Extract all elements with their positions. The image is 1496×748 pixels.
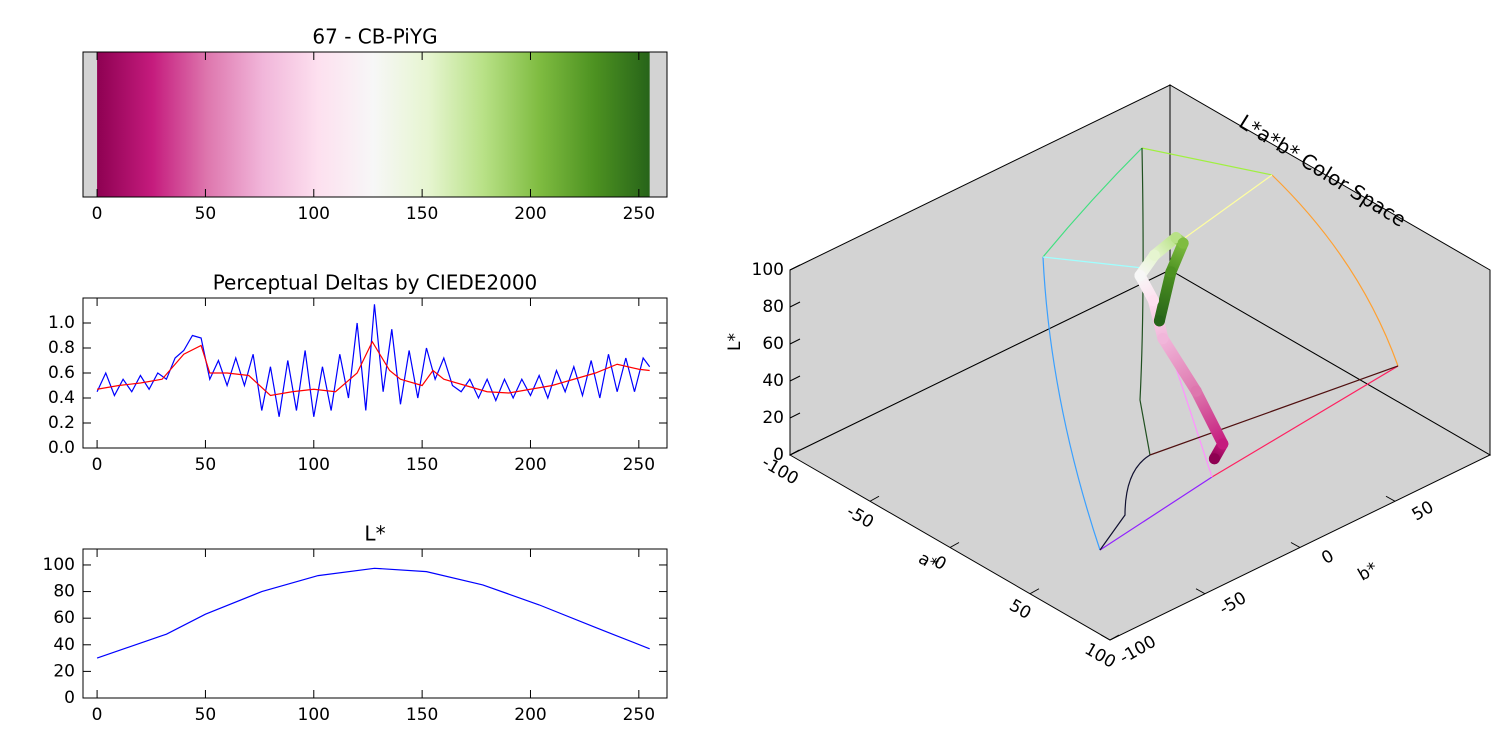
trajectory-point xyxy=(1217,438,1229,450)
x-tick-label: 100 xyxy=(1081,639,1119,673)
y-tick-label: 0.0 xyxy=(48,438,75,458)
y-tick-label: 0.2 xyxy=(48,413,75,433)
y-tick-label: 50 xyxy=(1409,497,1438,525)
trajectory-segment xyxy=(1153,266,1177,327)
x-tick xyxy=(1109,634,1120,641)
frame xyxy=(82,297,668,449)
edge xyxy=(1139,147,1151,456)
trajectory-point xyxy=(1148,295,1159,307)
frame xyxy=(82,51,668,198)
x-tick xyxy=(949,542,960,548)
y-tick-label: -50 xyxy=(1216,588,1250,619)
z-tick-label: 80 xyxy=(762,297,784,317)
y-tick-label: 60 xyxy=(53,608,75,628)
trajectory-segment xyxy=(1157,332,1202,397)
y-tick-label: 0 xyxy=(64,688,75,708)
edge xyxy=(1271,174,1399,367)
z-axis-label: L* xyxy=(725,333,745,351)
floor xyxy=(788,269,1492,641)
line xyxy=(96,567,650,659)
z-tick xyxy=(789,264,801,271)
z-tick xyxy=(789,301,801,308)
x-tick-label: 250 xyxy=(623,455,655,475)
trajectory-segment xyxy=(1190,385,1229,450)
x-tick-label: 250 xyxy=(623,705,655,725)
trajectory-point xyxy=(1157,332,1169,344)
lab-3d-layout xyxy=(788,84,1492,641)
edge xyxy=(1141,147,1273,176)
z-tick-label: 100 xyxy=(752,260,784,280)
y-tick xyxy=(1195,588,1206,595)
z-tick-label: 40 xyxy=(762,371,784,391)
x-tick-label: 50 xyxy=(1006,596,1035,624)
frame xyxy=(82,548,668,699)
edge xyxy=(1042,147,1143,258)
y-tick xyxy=(1385,495,1396,502)
gamut-wireframe xyxy=(1042,147,1399,551)
y-tick-label: 40 xyxy=(53,635,75,655)
y-tick-label: 80 xyxy=(53,582,75,602)
x-tick xyxy=(869,495,880,502)
y-tick-label: 0.6 xyxy=(48,363,75,383)
x-tick-label: 0 xyxy=(92,204,103,224)
chart-title: L* xyxy=(364,522,385,546)
edge xyxy=(1099,476,1213,551)
x-tick-label: 200 xyxy=(514,705,546,725)
y-tick xyxy=(1100,634,1111,641)
x-tick-label: 50 xyxy=(195,455,217,475)
y-tick-label: 100 xyxy=(43,555,75,575)
x-tick-label: 100 xyxy=(298,204,330,224)
line xyxy=(96,340,650,397)
chart-title: Perceptual Deltas by CIEDE2000 xyxy=(213,271,538,295)
z-tick-label: 60 xyxy=(762,334,784,354)
x-tick-label: 100 xyxy=(298,455,330,475)
edge xyxy=(1042,256,1144,269)
edge xyxy=(1099,454,1151,551)
y-tick-label: 0.4 xyxy=(48,388,75,408)
colorbar xyxy=(97,52,650,197)
z-tick xyxy=(789,412,801,419)
y-tick-label: 0 xyxy=(1318,546,1337,569)
line xyxy=(96,304,651,417)
x-tick-label: 150 xyxy=(406,455,438,475)
z-tick-label: 20 xyxy=(762,408,784,428)
y-tick-label: 20 xyxy=(53,661,75,681)
x-tick-label: 200 xyxy=(514,204,546,224)
x-tick-label: 200 xyxy=(514,455,546,475)
x-tick-label: -50 xyxy=(843,502,877,533)
trajectory-point xyxy=(1190,385,1202,397)
edge xyxy=(1211,365,1399,478)
x-tick-label: 0 xyxy=(92,455,103,475)
trajectory-point xyxy=(1177,237,1189,249)
edge xyxy=(1149,365,1399,456)
y-tick-label: -100 xyxy=(1116,632,1159,669)
z-tick-label: 0 xyxy=(773,445,784,465)
y-tick xyxy=(1290,542,1301,548)
x-tick-label: 150 xyxy=(406,204,438,224)
trajectory-point xyxy=(1148,249,1160,261)
x-tick-label: 0 xyxy=(92,705,103,725)
z-tick xyxy=(789,338,801,345)
trajectory-point xyxy=(1208,453,1220,465)
x-tick-label: 50 xyxy=(195,204,217,224)
y-tick-label: 0.8 xyxy=(48,338,75,358)
x-tick-label: 150 xyxy=(406,705,438,725)
y-axis-label: b* xyxy=(1355,559,1382,586)
z-tick xyxy=(789,375,801,382)
trajectory-point xyxy=(1165,266,1177,278)
x-tick-label: 100 xyxy=(298,705,330,725)
trajectory-point xyxy=(1153,315,1165,327)
trajectory-point xyxy=(1134,270,1146,282)
chart-title: 67 - CB-PiYG xyxy=(312,25,437,49)
x-tick-label: 50 xyxy=(195,705,217,725)
y-tick-label: 1.0 xyxy=(48,313,75,333)
x-tick xyxy=(1029,588,1040,595)
edge xyxy=(1042,256,1101,551)
x-tick xyxy=(789,449,800,456)
x-tick-label: 250 xyxy=(623,204,655,224)
